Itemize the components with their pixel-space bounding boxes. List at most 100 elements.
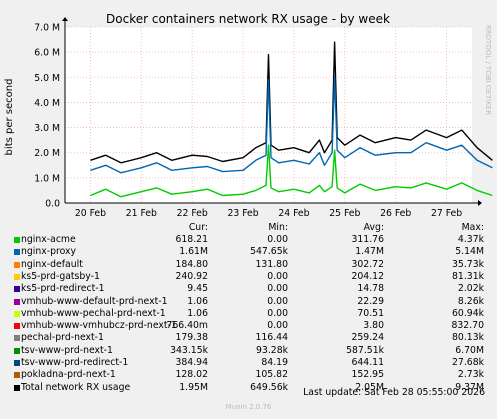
legend-name: pechal-prd-next-1 xyxy=(21,332,104,344)
legend-max-value: 2.02k xyxy=(457,283,484,295)
legend-min-value: 131.80 xyxy=(255,258,288,270)
legend-row: tsv-www-prd-redirect-1 384.94 84.19 644.11 2… xyxy=(0,357,497,369)
y-tick-label: 7.0 M xyxy=(34,23,60,34)
legend-avg-value: 644.11 xyxy=(351,357,384,368)
legend-name: ks5-prd-gatsby-1 xyxy=(21,270,100,282)
chart-title: Docker containers network RX usage - by … xyxy=(106,12,390,26)
legend-cur-value: 384.94 xyxy=(175,357,208,368)
legend-name: nginx-proxy xyxy=(21,246,77,258)
y-tick-label: 3.0 M xyxy=(34,123,60,134)
legend-swatch xyxy=(14,249,20,256)
legend-row: vmhub-www-pechal-prd-next-1 1.06 0.00 70.51… xyxy=(0,308,497,320)
x-tick-label: 20 Feb xyxy=(75,208,106,219)
legend-cur-value: 128.02 xyxy=(175,369,208,381)
legend-name: nginx-acme xyxy=(21,234,76,245)
legend-avg-value: 14.78 xyxy=(357,283,384,295)
legend-cur-value: 179.38 xyxy=(175,332,208,344)
legend-cur-value: 1.95M xyxy=(179,381,208,393)
legend-max-value: 35.73k xyxy=(452,258,484,270)
y-tick-label: 1.0 M xyxy=(34,173,60,184)
legend-max-value: 27.68k xyxy=(452,357,484,368)
munin-version: Munin 2.0.76 xyxy=(225,403,272,411)
legend-min-value: 93.28k xyxy=(256,344,288,356)
legend-cur-value: 1.61M xyxy=(179,246,208,258)
x-axis-arrow-icon xyxy=(478,200,482,206)
legend-avg-value: 152.95 xyxy=(351,369,384,381)
legend-max-value: 80.13k xyxy=(452,332,484,344)
legend-swatch xyxy=(14,286,20,293)
rrdtool-credit: RRDTOOL / TOBI OETIKER xyxy=(484,25,492,115)
plot-area: 0.0 1.0 M 2.0 M 3.0 M 4.0 M 5.0 M 6.0 M 7.0 M 20… xyxy=(34,17,493,219)
legend-swatch xyxy=(14,347,20,354)
legend-max-value: 60.94k xyxy=(452,307,484,319)
legend-min-value: 0.00 xyxy=(267,320,288,332)
legend-name: nginx-default xyxy=(21,258,83,270)
legend-cur-value: 1.06 xyxy=(187,307,208,319)
legend-avg-value: 204.12 xyxy=(351,270,384,282)
y-tick-label: 4.0 M xyxy=(34,98,60,109)
legend-avg-value: 3.80 xyxy=(363,320,384,332)
legend-min-value: 0.00 xyxy=(267,270,288,282)
legend-cur-value: 9.45 xyxy=(187,283,208,295)
legend-swatch xyxy=(14,261,20,268)
last-update: Last update: Sat Feb 28 05:55:00 2026 xyxy=(303,387,485,398)
y-tick-label: 2.0 M xyxy=(34,148,60,159)
y-axis-arrow-icon xyxy=(62,17,68,21)
legend-row: ks5-prd-gatsby-1 240.92 0.00 204.12 81.31k xyxy=(0,271,497,283)
legend-min-value: 0.00 xyxy=(267,283,288,295)
legend-name: vmhub-www-pechal-prd-next-1 xyxy=(21,307,166,319)
legend-row: vmhub-www-vmhubcz-prd-next-1 766.40m 0.00 3… xyxy=(0,320,497,332)
legend-name: vmhub-www-default-prd-next-1 xyxy=(21,295,168,307)
legend-swatch xyxy=(14,323,20,330)
legend-row: tsv-www-prd-next-1 343.15k 93.28k 587.51k 6.… xyxy=(0,345,497,357)
legend-row: ks5-prd-redirect-1 9.45 0.00 14.78 2.02k xyxy=(0,283,497,295)
series-line xyxy=(90,144,493,198)
chart: Docker containers network RX usage - by … xyxy=(4,12,493,219)
legend-cur-value: 1.06 xyxy=(187,295,208,307)
legend-max-value: 6.70M xyxy=(455,344,484,356)
header-max: Max: xyxy=(461,222,484,233)
legend-swatch xyxy=(14,310,20,317)
legend-min-value: 649.56k xyxy=(250,381,288,393)
legend-cur-value: 618.21 xyxy=(175,234,208,245)
x-tick-label: 24 Feb xyxy=(278,208,309,219)
legend-swatch xyxy=(14,372,20,379)
legend-min-value: 547.65k xyxy=(250,246,288,258)
legend-min-value: 116.44 xyxy=(255,332,288,344)
legend-name: vmhub-www-vmhubcz-prd-next-1 xyxy=(21,320,177,332)
header-cur: Cur: xyxy=(188,222,208,233)
legend-avg-value: 1.47M xyxy=(355,246,384,258)
header-avg: Avg: xyxy=(363,222,384,233)
legend-swatch xyxy=(14,360,20,366)
legend-row: pokladna-prd-next-1 128.02 105.82 152.95 2.7… xyxy=(0,369,497,381)
series-line xyxy=(90,76,493,174)
x-tick-label: 23 Feb xyxy=(227,208,258,219)
legend-cur-value: 343.15k xyxy=(170,344,208,356)
legend-row: nginx-acme 618.21 0.00 311.76 4.37k xyxy=(0,234,497,246)
legend-avg-value: 587.51k xyxy=(346,344,384,356)
legend-cur-value: 184.80 xyxy=(175,258,208,270)
x-tick-label: 22 Feb xyxy=(177,208,208,219)
legend-cur-value: 240.92 xyxy=(175,270,208,282)
legend-name: pokladna-prd-next-1 xyxy=(21,369,116,381)
x-tick-label: 26 Feb xyxy=(380,208,411,219)
legend-row: nginx-default 184.80 131.80 302.72 35.73k xyxy=(0,259,497,271)
y-tick-label: 6.0 M xyxy=(34,48,60,59)
y-tick-label: 5.0 M xyxy=(34,73,60,84)
legend-max-value: 832.70 xyxy=(451,320,484,332)
legend-max-value: 81.31k xyxy=(452,270,484,282)
legend-name: Total network RX usage xyxy=(21,381,131,393)
x-tick-label: 21 Feb xyxy=(126,208,157,219)
legend-swatch xyxy=(14,384,20,391)
legend-max-value: 4.37k xyxy=(457,234,484,245)
legend-avg-value: 311.76 xyxy=(351,234,384,245)
legend-min-value: 0.00 xyxy=(267,234,288,245)
legend-row: Total network RX usage 1.95M 649.56k 2.05M 9… xyxy=(0,382,497,394)
legend-avg-value: 2.05M xyxy=(355,381,384,393)
legend-max-value: 9.37M xyxy=(455,381,484,393)
legend-avg-value: 70.51 xyxy=(357,307,384,319)
legend-row: vmhub-www-default-prd-next-1 1.06 0.00 22.2… xyxy=(0,296,497,308)
legend-row: nginx-proxy 1.61M 547.65k 1.47M 5.14M xyxy=(0,246,497,258)
legend-swatch xyxy=(14,335,20,342)
